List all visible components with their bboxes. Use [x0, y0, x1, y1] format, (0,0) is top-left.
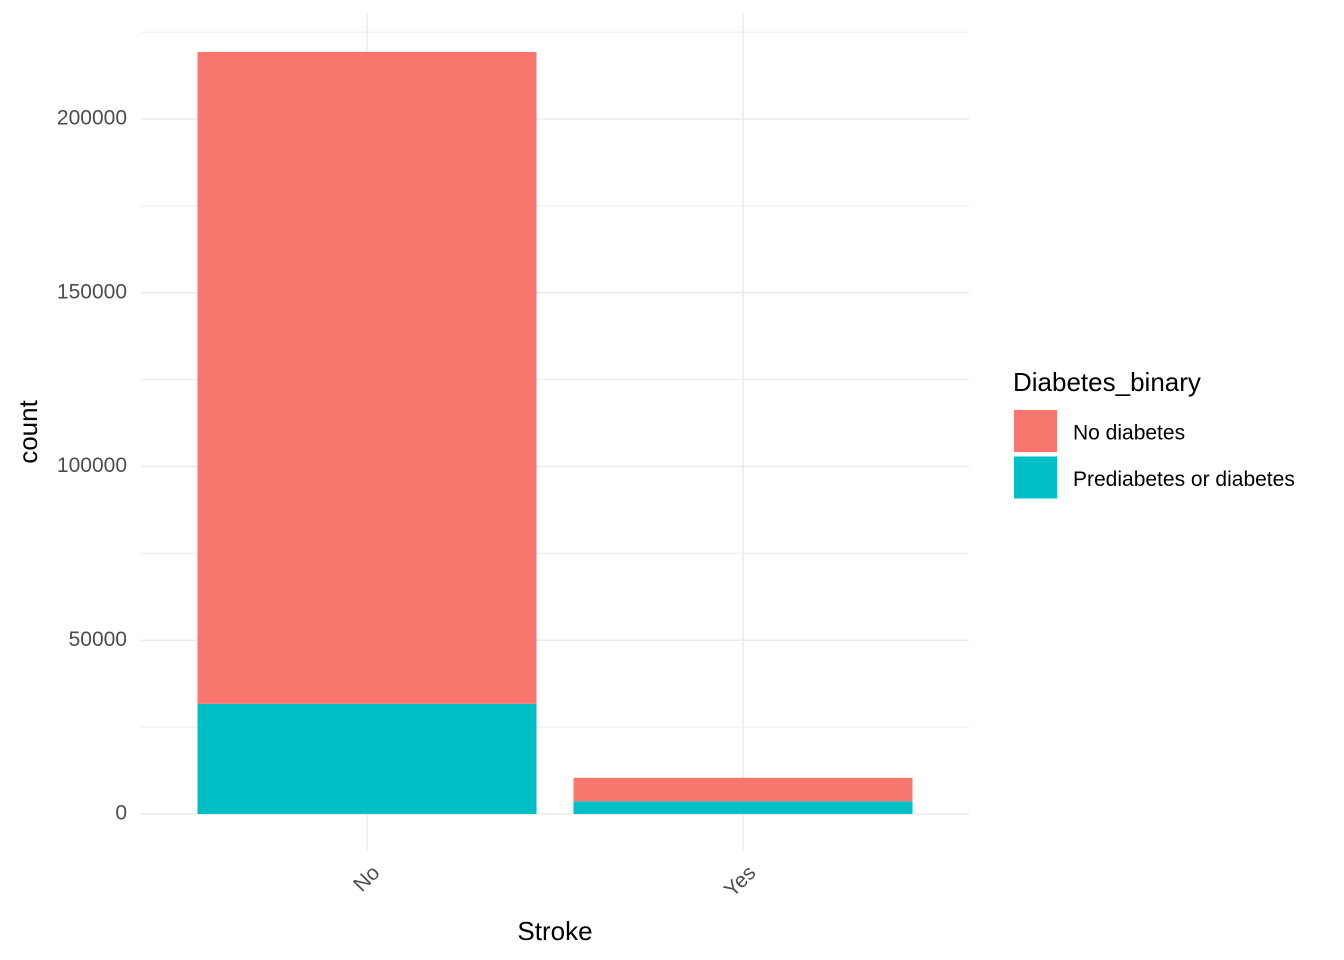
y-tick-label: 0 — [115, 802, 127, 825]
bar-yes-prediabetes-or-diabetes — [573, 801, 913, 814]
x-tick-label-yes: Yes — [720, 861, 760, 901]
legend-label-prediabetes-or-diabetes: Prediabetes or diabetes — [1073, 468, 1295, 491]
x-tick-label-no: No — [349, 861, 384, 896]
legend-items: No diabetes Prediabetes or diabetes — [1014, 410, 1295, 499]
y-tick-label: 200000 — [57, 107, 127, 130]
bar-no-prediabetes-or-diabetes — [197, 703, 537, 814]
y-axis-title: count — [13, 399, 43, 463]
y-tick-labels: 0 50000 100000 150000 200000 — [57, 107, 127, 825]
legend-label-no-diabetes: No diabetes — [1073, 422, 1185, 445]
y-tick-label: 50000 — [69, 628, 127, 651]
y-tick-label: 100000 — [57, 454, 127, 477]
bar-yes-no-diabetes — [573, 777, 913, 802]
legend-swatch-prediabetes-or-diabetes — [1014, 456, 1057, 499]
bars — [197, 52, 913, 814]
y-tick-label: 150000 — [57, 280, 127, 303]
legend-swatch-no-diabetes — [1014, 410, 1057, 452]
x-tick-labels: No Yes — [349, 861, 760, 901]
x-axis-title: Stroke — [517, 916, 592, 946]
legend-title: Diabetes_binary — [1013, 367, 1201, 397]
legend: Diabetes_binary No diabetes Prediabetes o… — [1013, 367, 1295, 499]
bar-no-no-diabetes — [197, 52, 537, 704]
